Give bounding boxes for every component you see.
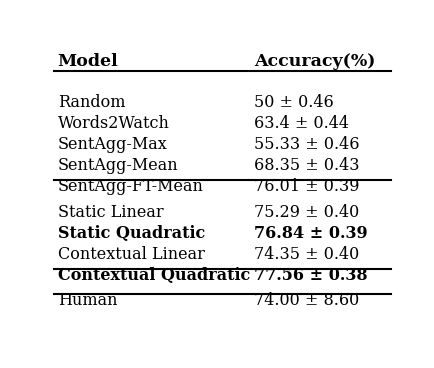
Text: 50 ± 0.46: 50 ± 0.46 bbox=[254, 94, 334, 111]
Text: SentAgg-Mean: SentAgg-Mean bbox=[58, 157, 178, 174]
Text: 76.01 ± 0.39: 76.01 ± 0.39 bbox=[254, 178, 360, 195]
Text: Contextual Linear: Contextual Linear bbox=[58, 245, 204, 263]
Text: SentAgg-FT-Mean: SentAgg-FT-Mean bbox=[58, 178, 204, 195]
Text: 74.00 ± 8.60: 74.00 ± 8.60 bbox=[254, 292, 360, 309]
Text: Static Linear: Static Linear bbox=[58, 204, 163, 221]
Text: Words2Watch: Words2Watch bbox=[58, 115, 170, 132]
Text: 76.84 ± 0.39: 76.84 ± 0.39 bbox=[254, 224, 368, 242]
Text: 77.56 ± 0.38: 77.56 ± 0.38 bbox=[254, 266, 368, 284]
Text: SentAgg-Max: SentAgg-Max bbox=[58, 136, 168, 153]
Text: 68.35 ± 0.43: 68.35 ± 0.43 bbox=[254, 157, 360, 174]
Text: 74.35 ± 0.40: 74.35 ± 0.40 bbox=[254, 245, 360, 263]
Text: Model: Model bbox=[58, 53, 118, 70]
Text: 75.29 ± 0.40: 75.29 ± 0.40 bbox=[254, 204, 360, 221]
Text: Random: Random bbox=[58, 94, 125, 111]
Text: 63.4 ± 0.44: 63.4 ± 0.44 bbox=[254, 115, 349, 132]
Text: Contextual Quadratic: Contextual Quadratic bbox=[58, 266, 250, 284]
Text: Human: Human bbox=[58, 292, 117, 309]
Text: 55.33 ± 0.46: 55.33 ± 0.46 bbox=[254, 136, 360, 153]
Text: Static Quadratic: Static Quadratic bbox=[58, 224, 205, 242]
Text: Accuracy(%): Accuracy(%) bbox=[254, 53, 376, 70]
